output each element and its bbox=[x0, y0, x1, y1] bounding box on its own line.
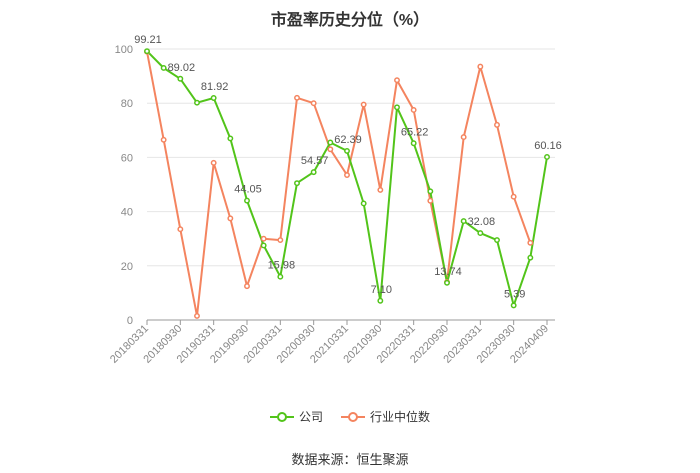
data-source: 数据来源：恒生聚源 bbox=[291, 452, 409, 467]
data-label: 5.39 bbox=[504, 288, 525, 300]
data-point-0 bbox=[244, 197, 250, 204]
data-point-0 bbox=[444, 279, 450, 286]
data-point-1 bbox=[177, 226, 184, 233]
data-point-1 bbox=[527, 239, 534, 246]
data-point-0 bbox=[310, 169, 317, 176]
data-point-1 bbox=[244, 283, 250, 290]
data-point-0 bbox=[510, 302, 517, 309]
data-point-0 bbox=[294, 180, 300, 187]
data-label: 13.74 bbox=[434, 266, 462, 278]
data-point-1 bbox=[277, 237, 284, 244]
data-point-0 bbox=[327, 139, 334, 146]
data-point-1 bbox=[327, 146, 334, 153]
data-label: 44.05 bbox=[234, 184, 262, 196]
x-axis bbox=[146, 319, 555, 325]
legend-industry-label: 行业中位数 bbox=[370, 410, 431, 424]
data-label: 89.02 bbox=[168, 62, 196, 74]
data-point-1 bbox=[344, 172, 350, 178]
legend-industry-icon bbox=[341, 411, 365, 422]
data-point-1 bbox=[260, 235, 267, 242]
data-point-0 bbox=[277, 273, 284, 280]
data-point-1 bbox=[310, 100, 317, 107]
data-label: 7.10 bbox=[371, 284, 392, 296]
data-point-1 bbox=[494, 121, 500, 128]
data-point-0 bbox=[377, 297, 384, 304]
data-point-0 bbox=[477, 230, 484, 237]
chart-title: 市盈率历史分位（%） bbox=[270, 12, 430, 29]
data-point-0 bbox=[494, 237, 500, 244]
y-tick-label: 40 bbox=[121, 207, 133, 219]
data-point-0 bbox=[227, 135, 234, 142]
series-points bbox=[144, 48, 550, 319]
data-point-0 bbox=[160, 65, 167, 71]
data-point-1 bbox=[427, 197, 434, 204]
data-label: 60.16 bbox=[534, 140, 562, 152]
data-point-1 bbox=[160, 136, 167, 143]
data-label: 81.92 bbox=[201, 81, 229, 93]
data-point-0 bbox=[194, 99, 200, 106]
data-labels: 99.21 89.02 81.92 44.05 15.98 54.57 62.39 7.10 6… bbox=[134, 34, 562, 300]
y-tick-label: 60 bbox=[121, 152, 133, 164]
data-point-0 bbox=[344, 147, 350, 154]
data-point-1 bbox=[460, 134, 467, 141]
legend-company-label: 公司 bbox=[298, 410, 323, 424]
data-point-0 bbox=[144, 48, 150, 55]
data-point-0 bbox=[210, 95, 217, 101]
data-point-1 bbox=[377, 186, 384, 193]
data-point-0 bbox=[260, 242, 267, 249]
data-point-1 bbox=[510, 193, 517, 200]
y-axis-ticks: 0 20 40 60 80 100 bbox=[115, 44, 133, 327]
data-point-1 bbox=[394, 77, 400, 84]
y-tick-label: 0 bbox=[127, 315, 133, 327]
data-point-1 bbox=[194, 312, 200, 319]
series-line-1 bbox=[146, 51, 532, 317]
x-axis-ticks: 2018033120180930201903312019093020200331… bbox=[108, 323, 551, 366]
legend: 公司 行业中位数 bbox=[0, 408, 700, 425]
data-point-0 bbox=[544, 154, 550, 160]
legend-item-industry-median[interactable]: 行业中位数 bbox=[341, 408, 430, 425]
data-point-0 bbox=[360, 200, 367, 207]
data-point-1 bbox=[294, 94, 300, 101]
legend-item-company[interactable]: 公司 bbox=[269, 408, 323, 425]
data-point-0 bbox=[410, 140, 417, 147]
data-label: 65.22 bbox=[401, 126, 429, 138]
y-tick-label: 20 bbox=[121, 261, 133, 273]
data-point-0 bbox=[177, 75, 184, 82]
data-point-0 bbox=[527, 254, 534, 261]
data-point-0 bbox=[427, 188, 434, 195]
data-point-0 bbox=[394, 104, 400, 111]
y-tick-label: 100 bbox=[115, 44, 133, 56]
data-point-1 bbox=[477, 63, 484, 70]
data-label: 54.57 bbox=[301, 155, 329, 167]
y-tick-label: 80 bbox=[121, 98, 133, 110]
data-label: 99.21 bbox=[134, 34, 162, 46]
data-label: 32.08 bbox=[468, 216, 496, 228]
data-point-1 bbox=[410, 107, 417, 113]
data-point-1 bbox=[227, 215, 234, 222]
data-point-0 bbox=[460, 218, 467, 225]
legend-company-icon bbox=[269, 411, 294, 422]
data-point-1 bbox=[360, 101, 367, 108]
data-label: 15.98 bbox=[268, 260, 296, 272]
data-label: 62.39 bbox=[334, 134, 362, 146]
data-point-1 bbox=[210, 159, 217, 166]
